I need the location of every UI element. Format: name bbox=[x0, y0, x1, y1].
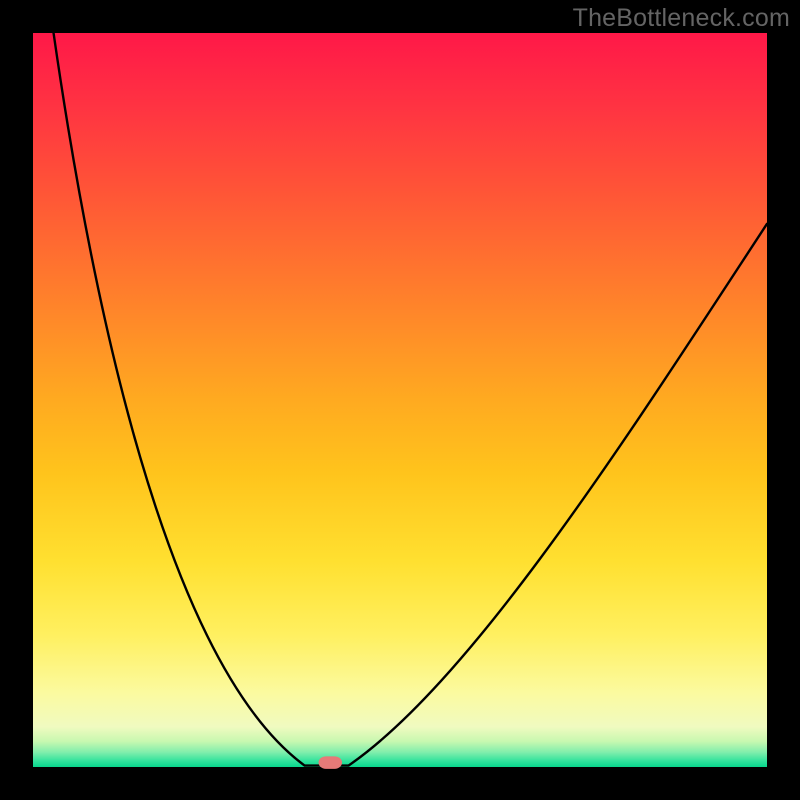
plot-background bbox=[33, 33, 767, 767]
notch-marker bbox=[319, 756, 342, 768]
chart-svg bbox=[0, 0, 800, 800]
watermark-text: TheBottleneck.com bbox=[573, 4, 790, 33]
stage: TheBottleneck.com bbox=[0, 0, 800, 800]
